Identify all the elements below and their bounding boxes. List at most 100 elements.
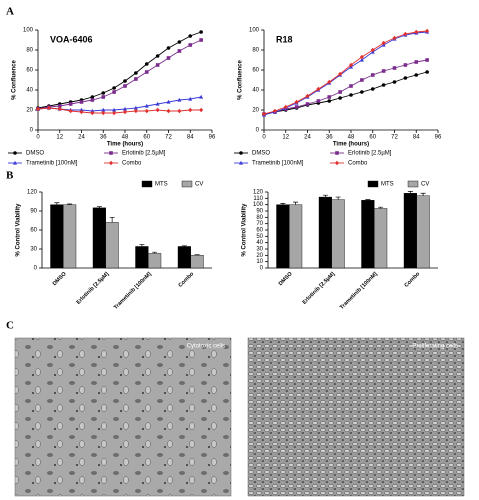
marker: [166, 108, 171, 114]
bar: [135, 246, 149, 269]
y-tick-label: 60: [30, 228, 37, 234]
bar: [361, 200, 375, 269]
marker: [349, 62, 353, 68]
marker: [133, 105, 138, 110]
x-tick-label: 12: [56, 135, 63, 141]
y-tick-label: 80: [252, 48, 259, 54]
y-tick-label: 30: [256, 247, 263, 253]
marker: [68, 108, 73, 114]
y-tick-label: 30: [30, 247, 37, 253]
marker: [425, 70, 429, 74]
error-bar: [67, 203, 73, 205]
legend-label: Erlotinib [2.5µM]: [122, 151, 166, 157]
marker: [57, 106, 62, 112]
legend-swatch: [141, 180, 153, 188]
x-tick-label: 48: [122, 135, 129, 141]
panel-label: C: [6, 320, 14, 332]
marker: [155, 101, 160, 106]
marker: [101, 91, 106, 95]
error-bar: [96, 206, 102, 208]
x-axis-label: Time (hours): [107, 142, 143, 148]
marker: [123, 109, 127, 115]
series-line: [263, 71, 428, 115]
marker: [36, 106, 40, 112]
legend-label: Trametinib [100nM]: [252, 161, 304, 167]
marker: [414, 73, 419, 77]
legend-marker: [335, 160, 339, 166]
marker: [188, 107, 193, 113]
marker: [133, 108, 138, 114]
marker: [101, 107, 106, 112]
y-tick-label: 20: [26, 108, 33, 114]
marker: [112, 107, 117, 112]
y-tick-label: 20: [252, 108, 259, 114]
x-tick-label: 84: [413, 135, 420, 141]
y-tick-label: 80: [256, 215, 263, 221]
bar: [190, 255, 204, 269]
y-tick-label: 60: [26, 68, 33, 74]
y-tick-label: 70: [256, 221, 263, 227]
y-axis-label: % Confluence: [238, 60, 244, 100]
y-tick-label: 110: [253, 196, 263, 202]
marker: [177, 40, 182, 44]
bar: [331, 199, 345, 269]
marker: [177, 97, 182, 102]
marker: [403, 63, 408, 67]
x-tick-label: 0: [262, 135, 266, 141]
legend-label: CV: [421, 182, 429, 188]
marker: [338, 71, 343, 77]
axis: [263, 30, 438, 131]
legend-marker: [335, 151, 339, 155]
error-bar: [378, 206, 384, 209]
marker: [283, 104, 288, 110]
marker: [199, 94, 204, 99]
error-bar: [54, 202, 60, 205]
marker: [294, 105, 299, 109]
marker: [123, 84, 127, 88]
y-tick-label: 90: [30, 209, 37, 215]
y-tick-label: 40: [252, 88, 259, 94]
series-line: [263, 59, 428, 115]
error-bar: [109, 216, 115, 223]
marker: [199, 107, 204, 113]
y-tick-label: 80: [26, 48, 33, 54]
x-tick-label: Erlotinib [2.5µM]: [76, 271, 111, 306]
x-tick-label: 36: [100, 135, 107, 141]
y-tick-label: 20: [256, 253, 263, 259]
marker: [90, 108, 95, 113]
marker: [79, 109, 84, 115]
legend-label: MTS: [155, 182, 168, 188]
legend-label: MTS: [381, 182, 394, 188]
marker: [144, 108, 149, 114]
marker: [381, 69, 386, 73]
marker: [57, 104, 62, 108]
y-axis-label: % Confluence: [12, 60, 18, 100]
x-tick-label: DMSO: [52, 271, 68, 287]
series-line: [263, 30, 428, 115]
marker: [79, 107, 84, 112]
marker: [188, 96, 193, 101]
bar: [403, 193, 417, 269]
x-tick-label: 12: [282, 135, 289, 141]
y-axis-label: % Control Viability: [242, 203, 248, 257]
marker: [359, 54, 364, 60]
marker: [123, 106, 127, 111]
error-bar: [194, 254, 200, 256]
marker: [392, 66, 397, 70]
marker: [144, 62, 149, 66]
y-tick-label: 0: [256, 128, 260, 134]
marker: [155, 54, 160, 58]
marker: [359, 57, 364, 62]
error-bar: [322, 194, 328, 198]
y-tick-label: 90: [256, 209, 263, 215]
marker: [262, 111, 266, 117]
marker: [327, 79, 332, 85]
legend-marker: [109, 160, 113, 166]
marker: [134, 77, 138, 81]
x-tick-label: Trametinib [100nM]: [113, 271, 153, 311]
y-tick-label: 0: [30, 128, 34, 134]
marker: [414, 60, 419, 64]
marker: [46, 105, 51, 111]
marker: [360, 78, 364, 82]
